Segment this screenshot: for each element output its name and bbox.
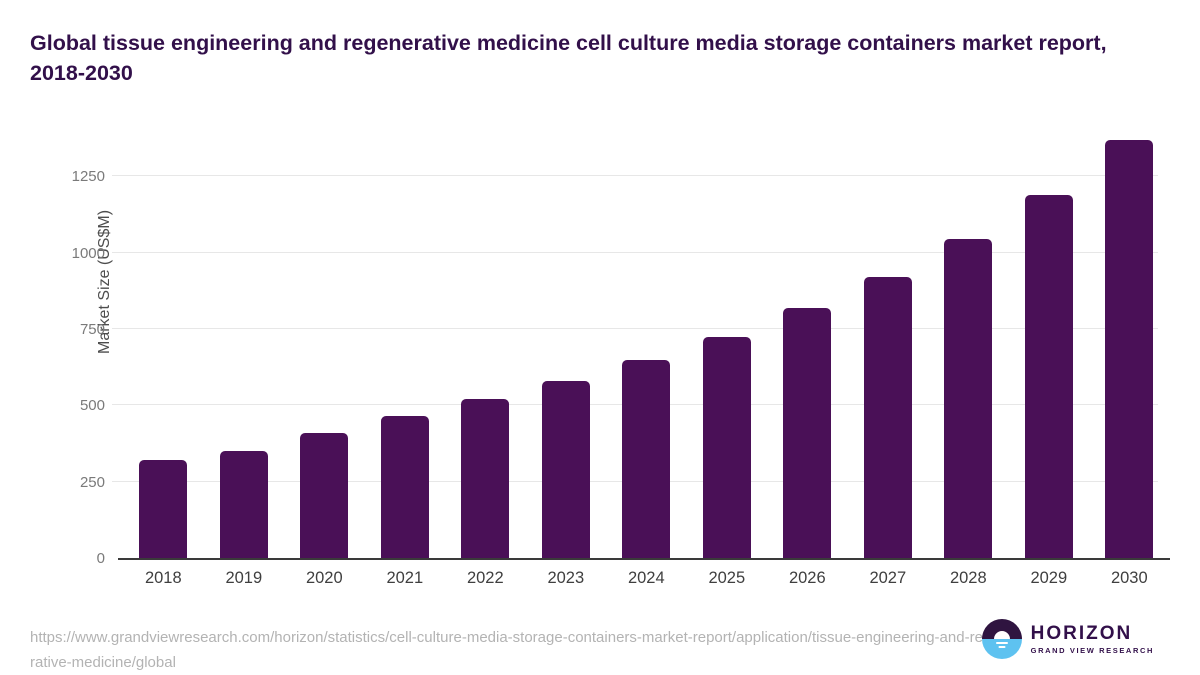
- bar-2030: [1105, 139, 1154, 558]
- bar-2028: [944, 238, 993, 558]
- bar-2019: [219, 451, 268, 558]
- x-tick-label-2020: 2020: [305, 569, 343, 587]
- x-tick-label-2028: 2028: [949, 569, 987, 587]
- x-tick-label-2027: 2027: [869, 569, 907, 587]
- y-tick-label-500: 500: [79, 397, 105, 415]
- x-tick-label-2018: 2018: [144, 569, 182, 587]
- x-tick-label-2024: 2024: [627, 569, 665, 587]
- gridline-1000: [112, 251, 1158, 253]
- x-tick-label-2019: 2019: [225, 569, 263, 587]
- logo-text-block: HORIZON GRAND VIEW RESEARCH: [1030, 622, 1154, 655]
- bar-2023: [541, 380, 590, 558]
- x-axis-line: [118, 558, 1170, 560]
- sun-dome-shape: [993, 631, 1010, 639]
- gridline-750: [112, 328, 1158, 330]
- chart-title: Global tissue engineering and regenerati…: [30, 31, 1107, 85]
- bar-chart-plot-area: Market Size (US$M) 0 250 500 750 1000 1250 201…: [72, 133, 1170, 587]
- source-url: https://www.grandviewresearch.com/horizo…: [30, 629, 1017, 671]
- x-tick-label-2026: 2026: [788, 569, 826, 587]
- x-tick-label-2025: 2025: [708, 569, 746, 587]
- y-tick-label-1250: 1250: [71, 168, 105, 186]
- bar-2020: [300, 432, 349, 558]
- x-tick-label-2030: 2030: [1110, 569, 1148, 587]
- logo-brand-name: HORIZON: [1030, 622, 1133, 644]
- bar-2021: [380, 416, 429, 558]
- horizon-logo: HORIZON GRAND VIEW RESEARCH: [981, 619, 1154, 659]
- x-tick-label-2023: 2023: [547, 569, 585, 587]
- bar-2027: [863, 277, 912, 558]
- y-tick-label-750: 750: [79, 321, 105, 339]
- bar-2029: [1024, 194, 1073, 558]
- bar-2024: [622, 359, 671, 558]
- sun-reflection-line: [995, 642, 1008, 644]
- sun-reflection-line: [998, 646, 1006, 648]
- gridline-1250: [112, 175, 1158, 177]
- bar-2026: [783, 307, 832, 558]
- horizon-sun-icon: [981, 619, 1022, 659]
- y-tick-label-0: 0: [96, 550, 105, 567]
- bar-2025: [702, 336, 751, 558]
- x-tick-label-2029: 2029: [1030, 569, 1068, 587]
- y-tick-label-1000: 1000: [71, 244, 105, 262]
- x-tick-label-2022: 2022: [466, 569, 504, 587]
- y-tick-label-250: 250: [79, 473, 105, 491]
- x-tick-label-2021: 2021: [386, 569, 424, 587]
- logo-subtitle: GRAND VIEW RESEARCH: [1030, 645, 1154, 655]
- bar-2022: [461, 399, 510, 558]
- bar-2018: [139, 460, 188, 558]
